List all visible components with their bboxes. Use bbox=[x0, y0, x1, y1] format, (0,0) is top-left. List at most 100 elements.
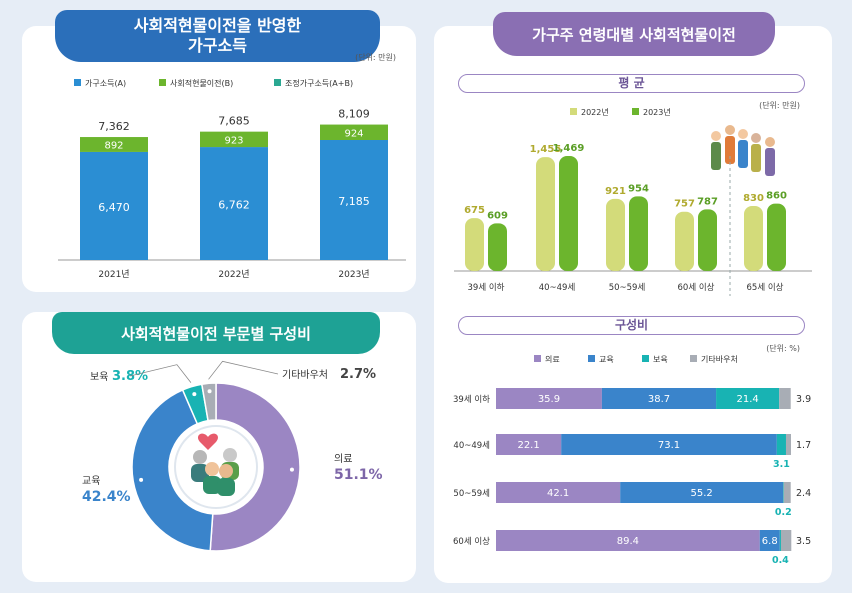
average-value-label: 1,469 bbox=[553, 143, 585, 154]
composition-value-label: 55.2 bbox=[690, 488, 712, 499]
income-title-line2: 가구소득 bbox=[188, 36, 247, 55]
donut-leader-line bbox=[208, 360, 279, 380]
income-category-label: 2023년 bbox=[338, 269, 369, 280]
composition-category-label: 39세 이하 bbox=[453, 394, 490, 405]
average-bar bbox=[536, 157, 555, 271]
composition-value-label: 6.8 bbox=[762, 536, 778, 547]
composition-legend-label: 교육 bbox=[599, 355, 614, 364]
family-illustration bbox=[711, 125, 775, 176]
family-person-head bbox=[711, 131, 721, 141]
donut-slice-dot bbox=[139, 477, 144, 482]
average-bar bbox=[698, 209, 717, 271]
donut-leader-line bbox=[129, 364, 192, 383]
income-label-total: 7,362 bbox=[98, 120, 130, 133]
income-legend-label: 가구소득(A) bbox=[85, 79, 126, 88]
average-legend-swatch bbox=[632, 108, 639, 115]
average-value-label: 954 bbox=[628, 183, 649, 194]
composition-segment bbox=[716, 388, 780, 409]
composition-segment bbox=[759, 530, 780, 551]
average-value-label: 675 bbox=[464, 205, 485, 216]
composition-value-label: 89.4 bbox=[617, 536, 639, 547]
donut-slice bbox=[209, 382, 301, 552]
composition-category-label: 40~49세 bbox=[453, 441, 490, 451]
composition-segment bbox=[561, 434, 777, 455]
sector-panel-title: 사회적현물이전 부문별 구성비 bbox=[52, 312, 380, 354]
donut-slice-value: 3.8% bbox=[112, 369, 148, 384]
family-person-body bbox=[191, 464, 209, 482]
composition-value-label: 0.4 bbox=[772, 555, 789, 566]
composition-segment bbox=[779, 530, 781, 551]
income-bar-a bbox=[320, 140, 388, 260]
income-bar-a bbox=[80, 151, 148, 260]
average-category-label: 40~49세 bbox=[539, 283, 576, 293]
donut-slice-name: 교육 bbox=[82, 475, 100, 487]
average-value-label: 609 bbox=[487, 210, 508, 221]
donut-slice bbox=[200, 382, 217, 422]
composition-value-label: 35.9 bbox=[538, 394, 560, 405]
family-person-head bbox=[725, 125, 735, 135]
average-legend-label: 2022년 bbox=[581, 107, 609, 117]
donut-slice-dot bbox=[192, 392, 197, 397]
family-person-head bbox=[205, 462, 219, 476]
income-title-line1: 사회적현물이전을 반영한 bbox=[133, 16, 302, 35]
composition-segment bbox=[496, 434, 562, 455]
heart-icon bbox=[198, 433, 218, 450]
income-bar-a bbox=[200, 147, 268, 260]
composition-segment bbox=[779, 388, 791, 409]
family-person-body bbox=[725, 136, 735, 164]
income-chart: (단위: 만원) 가구소득(A) 사회적현물이전(B) 조정가구소득(A+B) 6,47… bbox=[58, 52, 406, 280]
composition-value-label: 21.4 bbox=[737, 394, 759, 405]
donut-slice-dot bbox=[207, 389, 212, 394]
composition-value-label: 42.1 bbox=[547, 488, 569, 499]
donut-slice-value: 51.1% bbox=[334, 467, 383, 483]
average-bar bbox=[767, 203, 786, 271]
income-category-label: 2022년 bbox=[218, 269, 249, 280]
family-person-head bbox=[765, 137, 775, 147]
average-category-label: 60세 이상 bbox=[678, 282, 715, 293]
composition-segment bbox=[776, 434, 786, 455]
composition-value-label: 73.1 bbox=[658, 440, 680, 451]
average-bar bbox=[629, 196, 648, 271]
average-value-label: 860 bbox=[766, 191, 787, 202]
family-person-body bbox=[203, 476, 221, 494]
age-average-chart: (단위: 만원) 2022년 2023년 675 609 39세 이하 1,4551,469… bbox=[453, 100, 812, 566]
composition-segment bbox=[783, 482, 791, 503]
composition-segment bbox=[785, 434, 791, 455]
composition-value-label: 38.7 bbox=[648, 394, 670, 405]
income-label-b: 892 bbox=[104, 140, 123, 151]
composition-legend-swatch bbox=[690, 355, 697, 362]
donut-slice-name: 기타바우처 bbox=[282, 369, 328, 381]
donut-slice-value: 42.4% bbox=[82, 489, 131, 505]
average-legend-label: 2023년 bbox=[643, 107, 671, 117]
average-bar bbox=[675, 211, 694, 271]
family-person-body bbox=[738, 140, 748, 168]
composition-unit: (단위: %) bbox=[766, 343, 800, 353]
composition-segment bbox=[601, 388, 717, 409]
family-person-head bbox=[223, 448, 237, 462]
average-category-label: 39세 이하 bbox=[468, 282, 505, 293]
composition-category-label: 60세 이상 bbox=[453, 536, 490, 547]
income-label-total: 7,685 bbox=[218, 115, 250, 128]
family-person-body bbox=[711, 142, 721, 170]
composition-value-label: 22.1 bbox=[517, 440, 539, 451]
average-value-label: 830 bbox=[743, 193, 764, 204]
family-person-body bbox=[751, 144, 761, 172]
composition-segment bbox=[780, 530, 792, 551]
income-label-a: 6,762 bbox=[218, 199, 250, 212]
composition-value-label: 3.9 bbox=[796, 394, 811, 405]
average-bar bbox=[559, 156, 578, 271]
average-legend-swatch bbox=[570, 108, 577, 115]
family-person-head bbox=[219, 464, 233, 478]
donut-slice-dot bbox=[289, 467, 294, 472]
average-value-label: 757 bbox=[674, 199, 695, 210]
composition-section-label: 구성비 bbox=[458, 316, 805, 335]
income-label-a: 7,185 bbox=[338, 195, 370, 208]
donut-slice-name: 의료 bbox=[334, 453, 352, 465]
composition-category-label: 50~59세 bbox=[453, 489, 490, 499]
income-unit: (단위: 만원) bbox=[355, 52, 396, 62]
income-legend-label: 사회적현물이전(B) bbox=[170, 78, 233, 88]
income-label-b: 924 bbox=[344, 128, 363, 139]
composition-segment bbox=[496, 388, 602, 409]
composition-segment bbox=[496, 482, 621, 503]
income-label-b: 923 bbox=[224, 135, 243, 146]
